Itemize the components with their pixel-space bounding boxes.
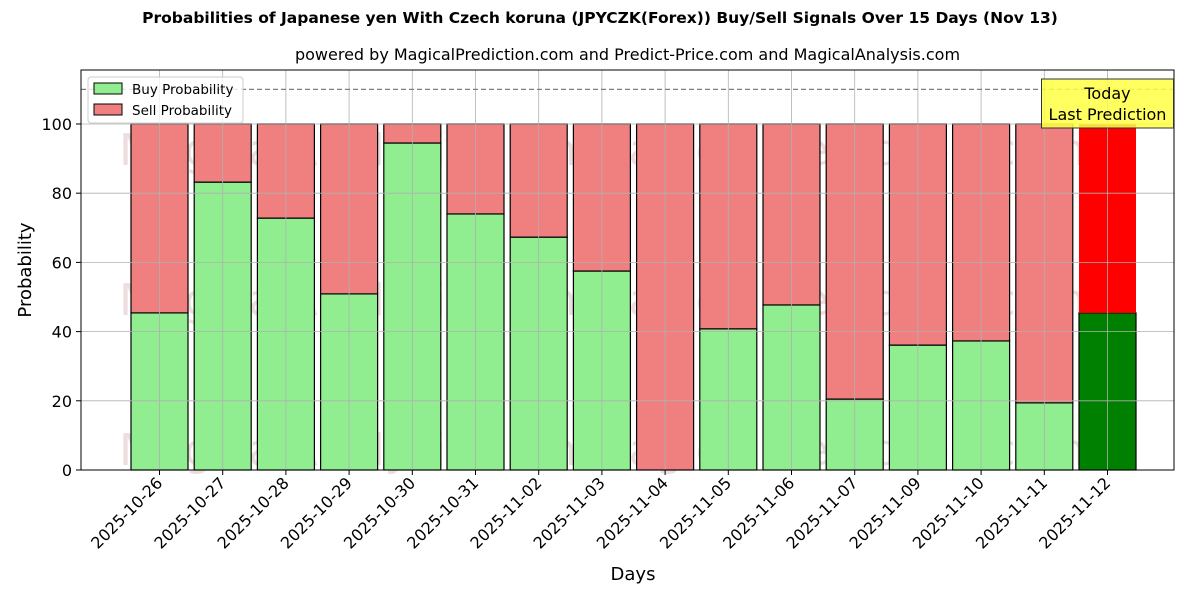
y-tick-label: 80 [52,184,72,203]
y-tick-label: 40 [52,323,72,342]
annotation-box [1041,78,1174,129]
legend: Buy Probability Sell Probability [87,76,244,124]
legend-box [87,76,244,124]
axes-frame [80,69,1175,471]
today-annotation: Today Last Prediction [1041,78,1174,129]
grid-group [81,70,1174,470]
x-axis: 2025-10-262025-10-272025-10-282025-10-29… [87,470,1114,585]
y-tick-label: 0 [62,461,72,480]
x-axis-label: Days [611,564,656,585]
y-tick-label: 20 [52,392,72,411]
chart-subtitle: powered by MagicalPrediction.com and Pre… [294,45,961,64]
legend-swatch-sell [93,103,123,116]
chart-title: Probabilities of Japanese yen With Czech… [142,9,1058,27]
y-axis: 0 20 40 60 80 100 Probability [15,115,81,480]
annotation-line1: Today [1083,84,1130,103]
annotation-line2: Last Prediction [1049,105,1167,124]
y-tick-label: 60 [52,253,72,272]
legend-label-sell: Sell Probability [132,103,232,119]
legend-swatch-buy [93,82,123,95]
y-axis-label: Probability [15,222,36,317]
y-tick-label: 100 [41,115,72,134]
legend-label-buy: Buy Probability [132,82,233,98]
